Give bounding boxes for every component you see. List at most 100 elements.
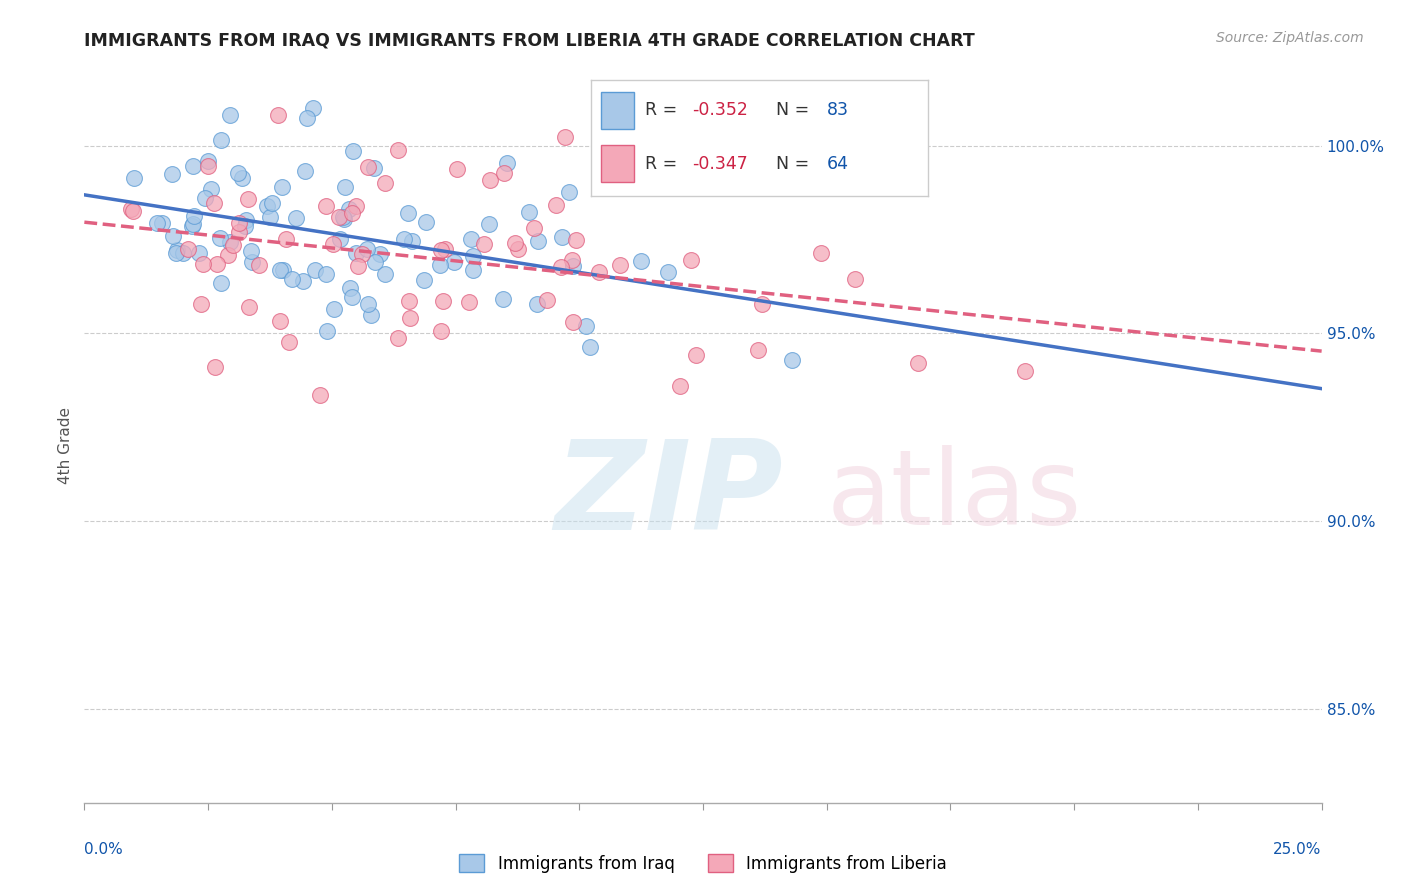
Point	[236, 193, 259, 207]
Point	[322, 302, 344, 317]
Point	[550, 260, 572, 274]
Point	[339, 281, 361, 295]
Point	[387, 143, 409, 157]
Text: R =: R =	[644, 155, 682, 173]
Point	[302, 101, 325, 115]
Point	[269, 314, 291, 328]
Point	[165, 245, 187, 260]
Point	[443, 255, 465, 269]
Point	[564, 233, 586, 247]
Point	[401, 235, 423, 249]
Point	[551, 230, 574, 244]
Point	[496, 156, 519, 170]
Point	[373, 267, 395, 281]
Point	[780, 353, 803, 368]
Point	[217, 247, 239, 261]
Point	[363, 255, 385, 269]
Point	[546, 198, 568, 212]
Point	[231, 171, 253, 186]
Point	[122, 204, 145, 219]
Text: Source: ZipAtlas.com: Source: ZipAtlas.com	[1216, 31, 1364, 45]
Point	[209, 132, 232, 146]
Point	[322, 236, 344, 251]
Point	[209, 276, 232, 290]
Point	[273, 263, 295, 277]
Point	[209, 230, 232, 244]
Point	[160, 167, 183, 181]
Point	[429, 324, 451, 338]
Point	[202, 196, 225, 211]
Point	[472, 236, 495, 251]
Point	[415, 215, 437, 229]
Point	[907, 356, 929, 370]
Point	[562, 260, 585, 274]
Point	[266, 108, 288, 122]
Point	[1014, 364, 1036, 378]
Point	[669, 379, 692, 393]
Point	[523, 221, 546, 235]
Point	[363, 161, 385, 176]
Point	[260, 196, 283, 211]
Point	[446, 161, 468, 176]
Point	[285, 211, 308, 226]
Point	[505, 236, 527, 251]
Point	[579, 340, 602, 354]
Point	[588, 265, 610, 279]
Text: 83: 83	[827, 102, 849, 120]
Point	[309, 388, 332, 402]
Point	[561, 315, 583, 329]
Point	[554, 130, 576, 145]
Point	[398, 293, 420, 308]
Point	[274, 232, 297, 246]
Bar	[600, 145, 634, 182]
Point	[527, 235, 550, 249]
Point	[146, 216, 169, 230]
Point	[394, 232, 416, 246]
Text: 64: 64	[827, 155, 849, 173]
Point	[233, 219, 256, 233]
Point	[315, 268, 337, 282]
Point	[256, 199, 278, 213]
Point	[333, 212, 356, 227]
Point	[181, 218, 204, 232]
Point	[235, 212, 257, 227]
Point	[226, 166, 249, 180]
Point	[396, 206, 419, 220]
Point	[269, 263, 291, 277]
Text: R =: R =	[644, 102, 682, 120]
Point	[558, 185, 581, 199]
Legend: Immigrants from Iraq, Immigrants from Liberia: Immigrants from Iraq, Immigrants from Li…	[453, 847, 953, 880]
Point	[357, 297, 380, 311]
Text: N =: N =	[776, 102, 815, 120]
Point	[339, 202, 361, 217]
Point	[190, 297, 212, 311]
Point	[342, 144, 364, 158]
Point	[575, 319, 598, 334]
Point	[434, 242, 457, 256]
Point	[429, 258, 451, 272]
Point	[247, 258, 270, 272]
Point	[844, 272, 866, 286]
Point	[177, 242, 200, 256]
Point	[239, 244, 262, 259]
Point	[120, 202, 142, 216]
Point	[478, 217, 501, 231]
Point	[356, 242, 378, 256]
Point	[747, 343, 769, 358]
Point	[122, 170, 145, 185]
Point	[810, 246, 832, 260]
Text: 25.0%: 25.0%	[1274, 842, 1322, 857]
Point	[162, 229, 184, 244]
Point	[240, 254, 263, 268]
Text: ZIP: ZIP	[554, 435, 783, 557]
Point	[180, 219, 202, 234]
Point	[304, 263, 326, 277]
Point	[277, 335, 299, 350]
Point	[150, 216, 173, 230]
Point	[430, 244, 453, 258]
Point	[238, 301, 260, 315]
Point	[200, 182, 222, 196]
Point	[492, 292, 515, 306]
Point	[344, 199, 367, 213]
Point	[479, 172, 502, 186]
